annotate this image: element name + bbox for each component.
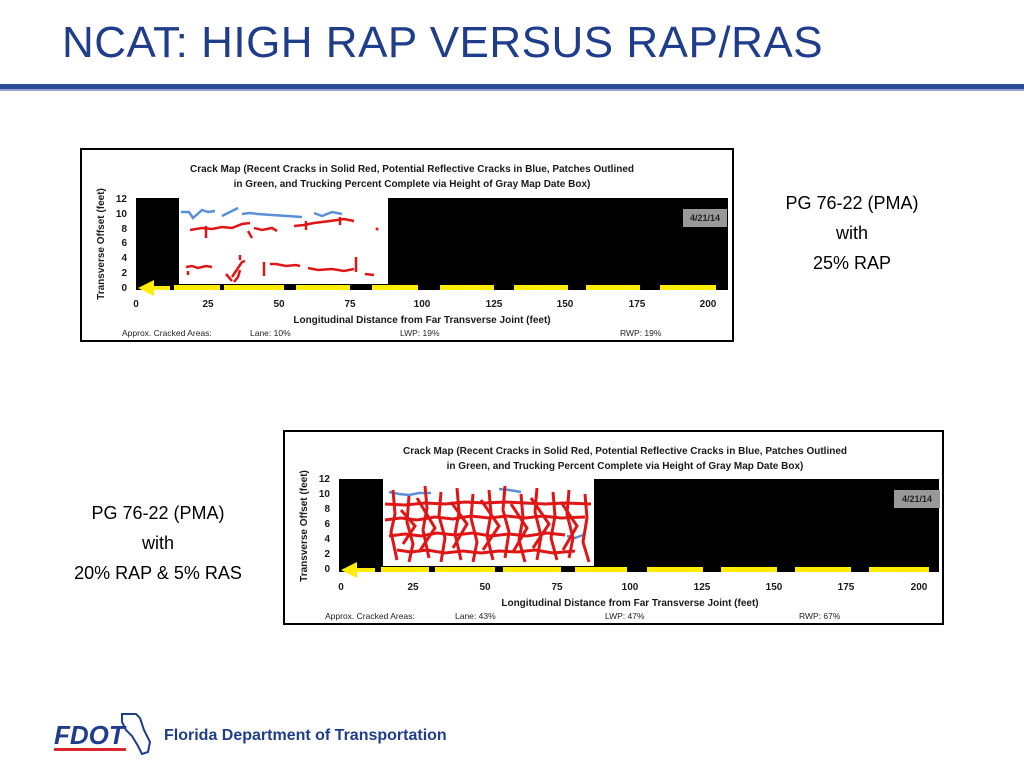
y-tick: 2	[324, 549, 330, 560]
y-tick: 4	[121, 253, 127, 264]
trucking-progress	[138, 280, 716, 296]
footer-organization: Florida Department of Transportation	[164, 727, 447, 744]
recent-cracks	[384, 485, 592, 563]
crack-map-chart: Crack Map (Recent Cracks in Solid Red, P…	[96, 164, 728, 338]
lane-cracked-area: Lane: 43%	[455, 611, 496, 621]
y-axis-ticks: 12 10 8 6 4 2 0	[319, 474, 331, 575]
y-tick: 10	[116, 209, 128, 220]
x-tick: 0	[338, 582, 344, 593]
x-tick: 50	[479, 582, 491, 593]
binder-grade: PG 76-22 (PMA)	[91, 503, 225, 523]
x-axis-label: Longitudinal Distance from Far Transvers…	[293, 315, 550, 326]
x-tick: 0	[133, 299, 139, 310]
crack-map-chart: Crack Map (Recent Cracks in Solid Red, P…	[299, 446, 940, 621]
description-connector: with	[141, 533, 174, 553]
y-tick: 0	[324, 564, 330, 575]
mix-description-20-rap-5-ras: PG 76-22 (PMA) with 20% RAP & 5% RAS	[48, 498, 268, 588]
recent-cracks	[185, 217, 379, 283]
map-date-box	[683, 209, 727, 227]
x-tick: 75	[344, 299, 356, 310]
logo-red-stripe	[54, 748, 126, 751]
x-tick: 175	[838, 582, 855, 593]
x-tick: 200	[911, 582, 928, 593]
crack-map-20-rap-5-ras: Crack Map (Recent Cracks in Solid Red, P…	[283, 430, 944, 625]
y-tick: 4	[324, 534, 330, 545]
y-tick: 0	[121, 283, 127, 294]
y-tick: 6	[121, 238, 127, 249]
title-underline	[0, 84, 1024, 89]
y-tick: 6	[324, 519, 330, 530]
x-axis-ticks: 0 25 50 75 100 125 150 175 200	[338, 582, 928, 593]
y-tick: 8	[121, 224, 127, 235]
map-date: 4/21/14	[690, 213, 720, 223]
x-tick: 100	[622, 582, 639, 593]
fdot-logo: FDOT	[54, 713, 152, 756]
crack-map-title-line2: in Green, and Trucking Percent Complete …	[234, 179, 591, 190]
mix-description-25-rap: PG 76-22 (PMA) with 25% RAP	[752, 188, 952, 278]
rwp-cracked-area: RWP: 67%	[799, 611, 841, 621]
x-tick: 125	[694, 582, 711, 593]
x-tick: 50	[273, 299, 285, 310]
x-tick: 150	[766, 582, 783, 593]
florida-outline-icon	[121, 713, 152, 756]
lwp-cracked-area: LWP: 47%	[605, 611, 645, 621]
x-tick: 200	[700, 299, 717, 310]
x-tick: 100	[414, 299, 431, 310]
x-axis-label: Longitudinal Distance from Far Transvers…	[501, 598, 758, 609]
recycled-content: 25% RAP	[812, 253, 892, 273]
x-tick: 150	[557, 299, 574, 310]
x-tick: 25	[407, 582, 419, 593]
trucking-progress	[341, 562, 929, 578]
cracked-areas-label: Approx. Cracked Areas:	[325, 611, 415, 621]
x-tick: 175	[629, 299, 646, 310]
crack-map-title-line1: Crack Map (Recent Cracks in Solid Red, P…	[403, 446, 847, 457]
y-tick: 8	[324, 504, 330, 515]
y-tick: 12	[319, 474, 331, 485]
binder-grade: PG 76-22 (PMA)	[785, 193, 919, 213]
lane-cracked-area: Lane: 10%	[250, 328, 291, 338]
y-tick: 2	[121, 268, 127, 279]
reflective-cracks	[181, 206, 343, 220]
slide-title: NCAT: HIGH RAP VERSUS RAP/RAS	[62, 18, 824, 67]
y-axis-label: Transverse Offset (feet)	[299, 470, 310, 582]
description-connector: with	[835, 223, 868, 243]
y-axis-ticks: 12 10 8 6 4 2 0	[116, 194, 128, 294]
y-axis-label: Transverse Offset (feet)	[96, 188, 107, 300]
x-tick: 25	[202, 299, 214, 310]
fdot-logo-text: FDOT	[54, 720, 127, 750]
cracked-areas-label: Approx. Cracked Areas:	[122, 328, 212, 338]
map-date-box	[894, 490, 940, 508]
y-tick: 10	[319, 489, 331, 500]
x-tick: 125	[486, 299, 503, 310]
crack-map-25-rap: Crack Map (Recent Cracks in Solid Red, P…	[80, 148, 734, 342]
crack-map-title-line2: in Green, and Trucking Percent Complete …	[447, 461, 804, 472]
map-date: 4/21/14	[902, 494, 932, 504]
title-underline-thin	[0, 89, 1024, 91]
y-tick: 12	[116, 194, 128, 205]
lwp-cracked-area: LWP: 19%	[400, 328, 440, 338]
x-axis-ticks: 0 25 50 75 100 125 150 175 200	[133, 299, 717, 310]
crack-map-title-line1: Crack Map (Recent Cracks in Solid Red, P…	[190, 164, 634, 175]
recycled-content: 20% RAP & 5% RAS	[74, 563, 242, 583]
rwp-cracked-area: RWP: 19%	[620, 328, 662, 338]
x-tick: 75	[551, 582, 563, 593]
